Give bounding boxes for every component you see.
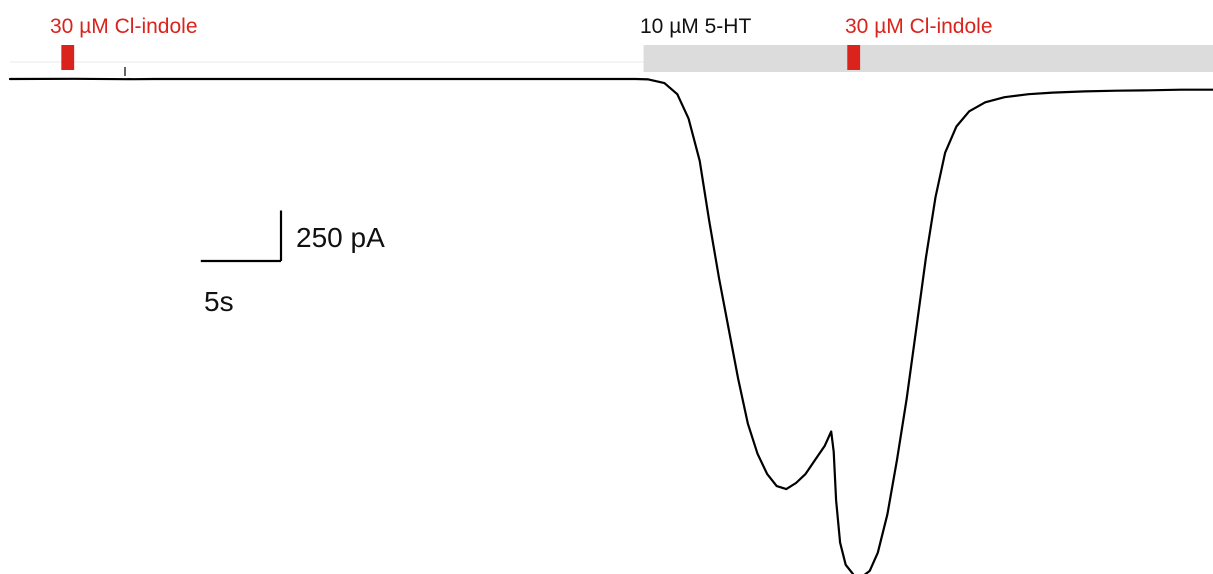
scale-bar-current-label: 250 pA xyxy=(296,222,385,253)
5ht-label: 10 µM 5-HT xyxy=(640,15,751,38)
scale-bar-time-label: 5s xyxy=(204,286,234,317)
5ht-application-bar xyxy=(643,45,1213,72)
cl-indole-label-1: 30 µM Cl-indole xyxy=(50,15,198,38)
cl-indole-label-2: 30 µM Cl-indole xyxy=(845,15,993,38)
cl-indole-pulse-1 xyxy=(61,45,75,70)
current-trace-line xyxy=(8,77,1213,574)
scale-bar: 250 pA 5s xyxy=(200,210,385,317)
cl-indole-pulse-2 xyxy=(847,45,861,70)
